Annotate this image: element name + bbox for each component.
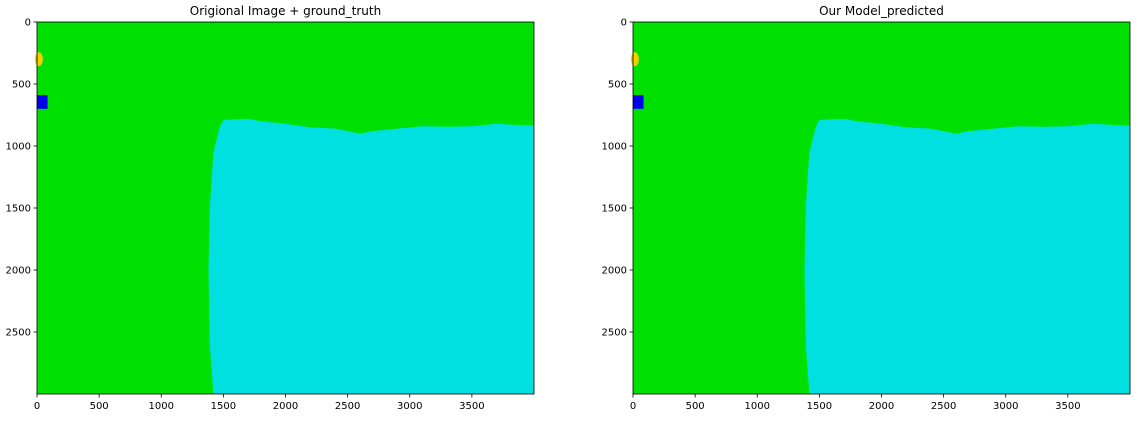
x-tick-label: 3500 bbox=[1055, 401, 1080, 412]
panel-title: Origional Image + ground_truth bbox=[190, 4, 381, 18]
y-tick-label: 0 bbox=[25, 18, 31, 29]
y-tick-label: 2500 bbox=[6, 328, 31, 339]
panel-title: Our Model_predicted bbox=[819, 4, 944, 18]
x-tick-label: 3500 bbox=[459, 401, 484, 412]
y-tick-label: 1000 bbox=[602, 142, 627, 153]
yellow-object bbox=[34, 52, 43, 67]
y-tick-label: 1500 bbox=[6, 204, 31, 215]
x-tick-label: 1000 bbox=[149, 401, 174, 412]
x-tick-label: 3000 bbox=[397, 401, 422, 412]
x-tick-label: 1500 bbox=[807, 401, 832, 412]
x-tick-label: 2500 bbox=[931, 401, 956, 412]
x-tick-label: 500 bbox=[90, 401, 109, 412]
x-tick-label: 3000 bbox=[993, 401, 1018, 412]
x-tick-label: 2000 bbox=[273, 401, 298, 412]
x-tick-label: 2000 bbox=[869, 401, 894, 412]
x-tick-label: 0 bbox=[34, 401, 40, 412]
cyan-region bbox=[804, 118, 1130, 394]
y-tick-label: 1500 bbox=[602, 204, 627, 215]
cyan-region bbox=[208, 118, 534, 394]
y-tick-label: 500 bbox=[12, 80, 31, 91]
y-tick-label: 0 bbox=[621, 18, 627, 29]
y-tick-label: 500 bbox=[608, 80, 627, 91]
x-tick-label: 2500 bbox=[335, 401, 360, 412]
panel-2: Our Model_predicted 0 500 1000 1500 2000 2500 3… bbox=[602, 4, 1131, 412]
blue-object bbox=[633, 95, 644, 109]
x-tick-label: 1500 bbox=[211, 401, 236, 412]
x-tick-label: 0 bbox=[630, 401, 636, 412]
panel-1: Origional Image + ground_truth 0 500 1000 15… bbox=[6, 4, 535, 412]
y-tick-label: 1000 bbox=[6, 142, 31, 153]
y-tick-label: 2500 bbox=[602, 328, 627, 339]
y-tick-label: 2000 bbox=[6, 266, 31, 277]
yellow-object bbox=[630, 52, 639, 67]
blue-object bbox=[37, 95, 48, 109]
y-tick-label: 2000 bbox=[602, 266, 627, 277]
x-tick-label: 1000 bbox=[745, 401, 770, 412]
x-tick-label: 500 bbox=[686, 401, 705, 412]
